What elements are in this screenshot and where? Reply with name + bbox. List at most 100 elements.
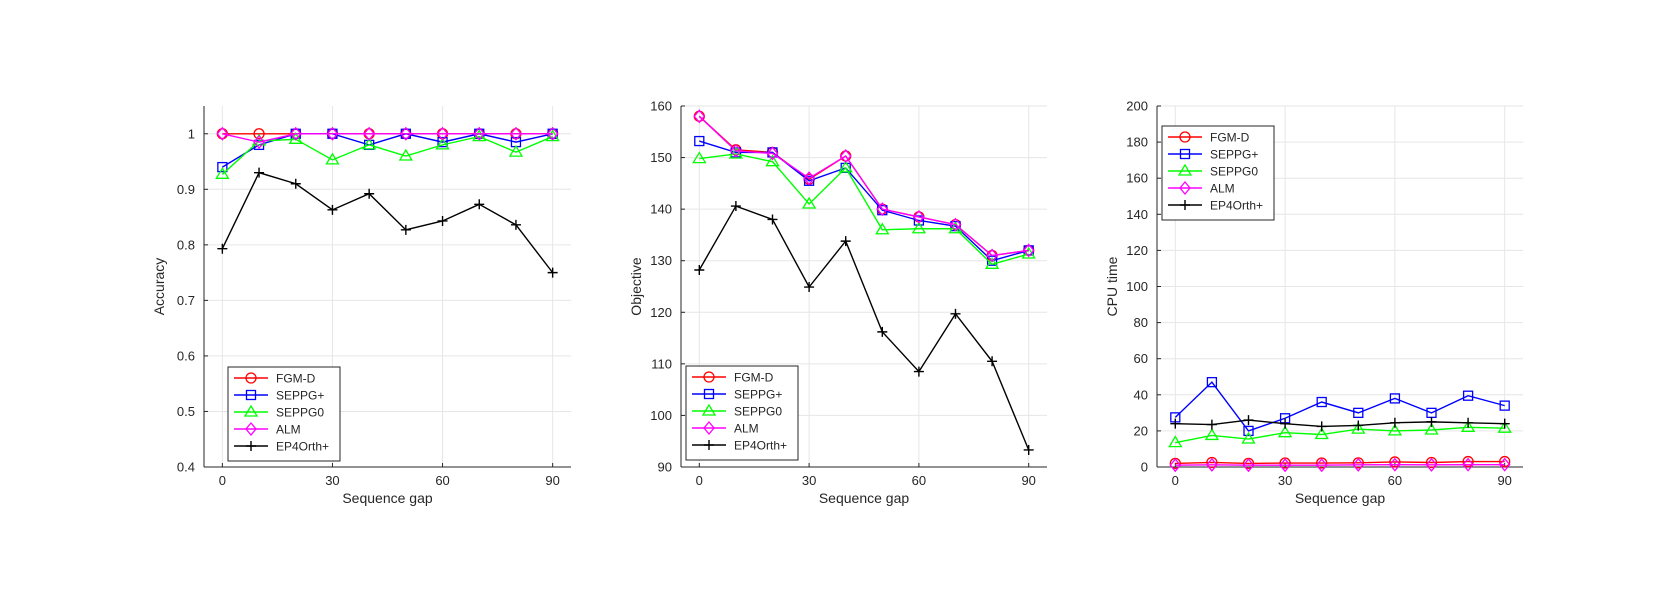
data-point xyxy=(1206,419,1217,430)
y-tick-label: 0 xyxy=(1141,460,1148,475)
legend-label: SEPPG+ xyxy=(1210,148,1258,162)
data-point xyxy=(325,152,340,165)
y-tick-label: 120 xyxy=(1126,243,1148,258)
legend-label: FGM-D xyxy=(1210,131,1250,145)
series-FGM-D xyxy=(1169,455,1511,470)
data-point xyxy=(1463,417,1474,428)
legend: FGM-D SEPPG+ SEPPG0 ALM EP4Orth+ xyxy=(1161,125,1275,221)
data-point xyxy=(840,236,851,247)
data-point xyxy=(1425,457,1438,472)
data-point xyxy=(913,209,925,224)
data-point xyxy=(1316,457,1328,469)
data-point xyxy=(1169,458,1182,473)
data-point xyxy=(474,199,485,210)
data-point xyxy=(1351,421,1366,434)
data-point xyxy=(1389,456,1401,468)
data-point xyxy=(984,257,1000,269)
y-tick-label: 140 xyxy=(1126,207,1148,222)
legend-marker xyxy=(704,440,714,450)
data-point xyxy=(400,224,411,235)
legend-label: SEPPG0 xyxy=(734,405,782,419)
y-tick-label: 140 xyxy=(650,202,672,217)
legend-entry: FGM-D xyxy=(692,371,774,385)
data-point xyxy=(510,126,522,141)
data-point xyxy=(510,219,521,230)
y-tick-label: 0.5 xyxy=(177,404,195,419)
data-point xyxy=(1279,458,1291,473)
legend-label: EP4Orth+ xyxy=(734,439,787,453)
data-point xyxy=(437,136,448,148)
data-point xyxy=(215,167,230,179)
data-point xyxy=(949,217,962,232)
series-EP4Orth+ xyxy=(1170,415,1510,432)
data-point xyxy=(694,135,705,147)
legend: FGM-D SEPPG+ SEPPG0 ALM EP4Orth+ xyxy=(227,366,341,462)
data-point xyxy=(253,135,265,150)
data-point xyxy=(694,264,705,275)
x-tick-label: 60 xyxy=(912,473,926,488)
data-point xyxy=(913,215,925,226)
series-SEPPG0 xyxy=(215,129,560,179)
data-point xyxy=(1243,425,1254,437)
data-point xyxy=(1206,377,1218,388)
data-point xyxy=(1460,420,1476,432)
data-point xyxy=(253,128,265,140)
series-EP4Orth+ xyxy=(694,201,1034,455)
y-tick-label: 1 xyxy=(188,126,195,141)
y-tick-label: 120 xyxy=(650,305,672,320)
data-point xyxy=(730,143,742,158)
data-point xyxy=(398,148,413,161)
data-point xyxy=(1242,458,1255,473)
series-line xyxy=(1175,419,1505,428)
series-line xyxy=(1174,381,1505,432)
data-point xyxy=(364,188,375,199)
data-point xyxy=(765,154,780,167)
data-point xyxy=(435,137,450,150)
y-tick-label: 110 xyxy=(651,356,672,371)
data-point xyxy=(1426,416,1437,427)
data-point xyxy=(546,126,559,141)
legend-marker xyxy=(245,389,257,401)
legend-marker xyxy=(703,388,715,400)
data-point xyxy=(876,202,889,217)
data-point xyxy=(1206,457,1218,472)
data-point xyxy=(693,109,706,124)
y-tick-label: 60 xyxy=(1134,351,1148,366)
data-point xyxy=(1315,458,1328,473)
x-tick-label: 0 xyxy=(219,473,226,488)
data-point xyxy=(400,126,412,141)
legend-entry: EP4Orth+ xyxy=(692,439,787,453)
y-tick-label: 0.8 xyxy=(177,237,195,252)
chart-panel-3: 0 30 60 90 0 20 40 60 80 100 120 140 160 180 200 Sequen… xyxy=(1104,99,1523,506)
legend-entry: EP4Orth+ xyxy=(1168,199,1263,213)
y-tick-label: 160 xyxy=(650,99,672,114)
data-point xyxy=(326,126,339,141)
series-line xyxy=(699,153,1029,266)
data-point xyxy=(911,221,927,234)
data-point xyxy=(289,126,302,141)
data-point xyxy=(1316,396,1327,408)
x-axis-label: Sequence gap xyxy=(342,490,433,506)
data-point xyxy=(804,282,815,293)
legend-label: SEPPG+ xyxy=(276,389,324,403)
legend-marker xyxy=(1180,200,1190,210)
data-point xyxy=(766,146,779,161)
data-point xyxy=(1280,418,1291,429)
y-tick-label: 90 xyxy=(658,460,672,475)
legend-entry: EP4Orth+ xyxy=(234,440,329,454)
data-point xyxy=(362,137,377,150)
legend-label: ALM xyxy=(734,422,759,436)
data-point xyxy=(436,126,449,141)
data-point xyxy=(1389,417,1400,428)
x-axis-label: Sequence gap xyxy=(1295,490,1386,506)
x-tick-label: 0 xyxy=(696,473,703,488)
legend-marker xyxy=(245,421,257,437)
legend-entry: ALM xyxy=(692,420,759,436)
legend-marker xyxy=(703,371,715,383)
data-point xyxy=(730,201,741,212)
legend-label: SEPPG+ xyxy=(734,388,782,402)
y-tick-label: 0.7 xyxy=(177,293,195,308)
legend-label: EP4Orth+ xyxy=(1210,199,1263,213)
data-point xyxy=(913,366,924,377)
